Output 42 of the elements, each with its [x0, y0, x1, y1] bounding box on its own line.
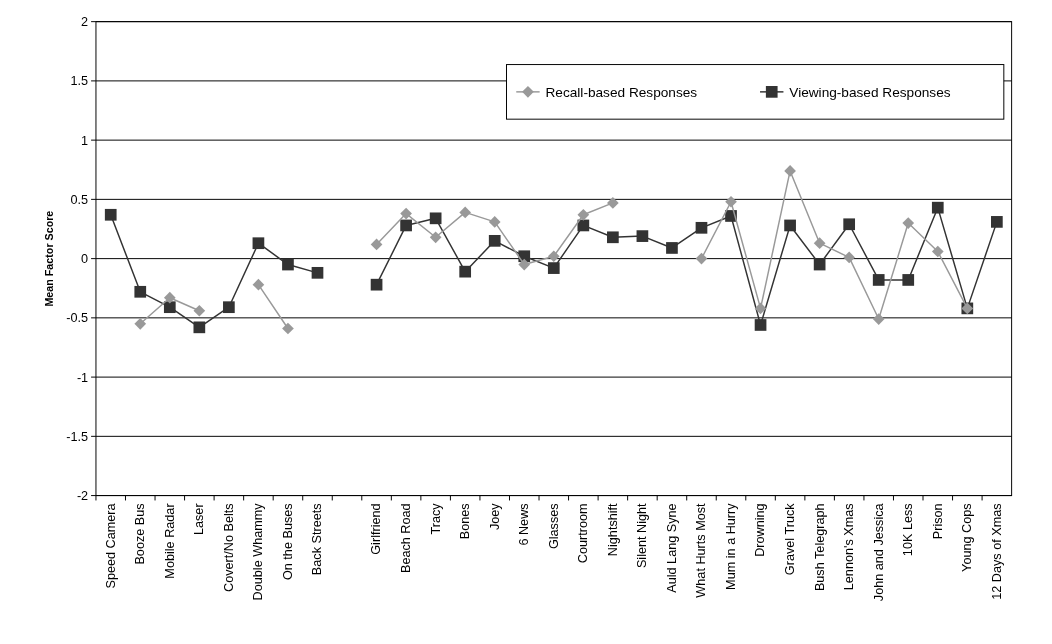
- x-tick-label: Nightshift: [605, 502, 620, 557]
- legend-label: Recall-based Responses: [545, 84, 698, 100]
- x-tick-label: Beach Road: [399, 503, 413, 574]
- y-tick-label: 0.5: [70, 192, 89, 207]
- x-tick-label: Bush Telegraph: [812, 503, 827, 592]
- x-tick-label: Laser: [192, 503, 207, 536]
- x-tick-label: Mobile Radar: [162, 503, 177, 579]
- x-tick-label: Back Streets: [310, 503, 325, 576]
- x-tick-label: Glasses: [546, 503, 561, 550]
- x-tick-label: 12 Days of Xmas: [989, 503, 1004, 600]
- x-tick-label: Lennon's Xmas: [842, 503, 857, 591]
- x-tick-label: Bones: [458, 503, 473, 540]
- x-tick-label: Covert/No Belts: [221, 503, 236, 592]
- x-tick-label: Booze Bus: [133, 503, 148, 565]
- y-tick-label: -1: [76, 370, 89, 385]
- x-tick-label: Speed Camera: [103, 502, 118, 589]
- y-tick-label: 1: [81, 133, 89, 148]
- x-tick-label: On the Buses: [280, 503, 295, 581]
- x-tick-label: Prison: [930, 503, 945, 540]
- x-tick-label: Tracy: [428, 502, 443, 535]
- x-tick-label: Girlfriend: [369, 503, 384, 555]
- y-tick-label: -0.5: [66, 311, 89, 326]
- x-tick-label: Drowning: [753, 503, 768, 557]
- x-tick-label: Courtroom: [576, 503, 591, 564]
- y-axis-title: Mean Factor Score: [43, 210, 56, 307]
- y-tick-label: -2: [76, 489, 89, 504]
- x-tick-label: 10K Less: [901, 503, 916, 557]
- x-tick-label: Silent Night: [635, 502, 650, 569]
- y-tick-label: 2: [81, 15, 89, 30]
- x-tick-label: John and Jessica: [871, 502, 886, 602]
- x-tick-label: Mum in a Hurry: [723, 502, 738, 590]
- y-tick-label: -1.5: [66, 429, 89, 444]
- x-tick-label: Gravel Truck: [782, 502, 797, 576]
- y-tick-label: 0: [81, 252, 89, 267]
- y-tick-label: 1.5: [70, 74, 89, 89]
- x-tick-label: Joey: [487, 502, 502, 531]
- x-tick-label: 6 News: [517, 503, 532, 546]
- x-tick-label: Auld Lang Syne: [664, 503, 679, 593]
- x-tick-label: Double Whammy: [251, 502, 266, 601]
- x-tick-label: Young Cops: [960, 503, 975, 572]
- x-tick-label: What Hurts Most: [694, 502, 709, 598]
- legend-label: Viewing-based Responses: [789, 84, 951, 100]
